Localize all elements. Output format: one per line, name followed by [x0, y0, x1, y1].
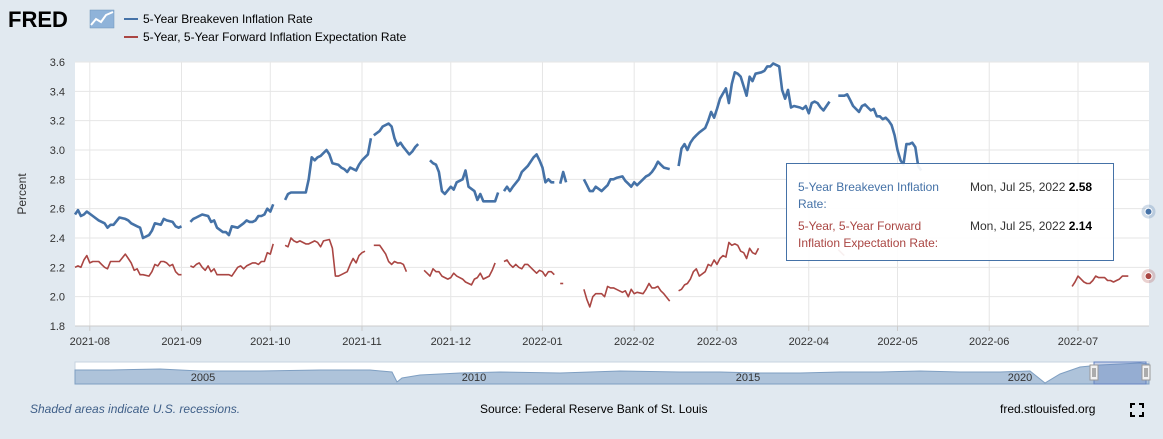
legend-label-breakeven: 5-Year Breakeven Inflation Rate: [143, 12, 313, 26]
series-line-segment: [838, 93, 923, 172]
tooltip-value: 2.14: [1068, 219, 1093, 233]
series-line-segment: [583, 282, 671, 308]
navigator-label-2005: 2005: [191, 372, 215, 384]
series-line-segment: [678, 241, 760, 292]
x-tick-label: 2022-04: [789, 336, 829, 348]
series-line-segment: [1071, 275, 1129, 287]
series-line-segment: [74, 253, 182, 277]
series-line-segment: [677, 62, 831, 167]
x-tick-label: 2022-02: [614, 336, 654, 348]
hover-marker: [1144, 207, 1153, 216]
hover-marker: [1144, 272, 1153, 281]
y-tick-label: 3.2: [50, 116, 65, 128]
series-line-segment: [502, 153, 555, 193]
tooltip-date-text: Mon, Jul 25, 2022: [970, 180, 1066, 194]
x-tick-label: 2022-07: [1058, 336, 1098, 348]
navigator-handle-right[interactable]: [1141, 364, 1151, 381]
range-navigator[interactable]: 2005 2010 2015 2020: [74, 361, 1151, 385]
navigator-label-2010: 2010: [462, 372, 486, 384]
fred-logo[interactable]: FRED: [8, 7, 115, 32]
y-tick-label: 2.4: [50, 233, 65, 245]
y-tick-label: 3.0: [50, 145, 65, 157]
site-link[interactable]: fred.stlouisfed.org: [1000, 402, 1096, 416]
tooltip-date: Mon, Jul 25, 2022 2.14: [970, 218, 1092, 235]
navigator-series-area: [74, 362, 1150, 385]
series-line-segment: [582, 160, 671, 193]
x-tick-label: 2022-06: [969, 336, 1009, 348]
fred-logo-text: FRED: [8, 7, 68, 32]
y-tick-label: 3.4: [50, 86, 65, 98]
series-line-segment: [373, 244, 408, 273]
x-tick-label: 2021-09: [161, 336, 201, 348]
series-line-segment: [373, 122, 420, 156]
series-line-segment: [423, 262, 496, 286]
series-forward[interactable]: [74, 237, 1129, 308]
y-tick-label: 2.2: [50, 262, 65, 274]
navigator-label-2015: 2015: [736, 372, 760, 384]
series-line-segment: [558, 170, 568, 185]
recession-note: Shaded areas indicate U.S. recessions.: [30, 402, 241, 416]
x-tick-label: 2022-05: [877, 336, 917, 348]
legend-item-forward[interactable]: 5-Year, 5-Year Forward Inflation Expecta…: [124, 30, 407, 44]
series-line-segment: [73, 208, 183, 240]
series-line-segment: [190, 243, 274, 277]
hover-tooltip: 5-Year Breakeven Inflation Rate: Mon, Ju…: [786, 163, 1114, 261]
y-axis-title: Percent: [15, 173, 29, 215]
tooltip-value: 2.58: [1068, 180, 1093, 194]
tooltip-series-name: 5-Year, 5-Year Forward Inflation Expecta…: [798, 219, 939, 250]
y-tick-label: 2.8: [50, 174, 65, 186]
x-tick-label: 2022-03: [697, 336, 737, 348]
tooltip-date-text: Mon, Jul 25, 2022: [970, 219, 1066, 233]
tooltip-date: Mon, Jul 25, 2022 2.58: [970, 179, 1092, 196]
y-tick-label: 3.6: [50, 57, 65, 69]
series-line-segment: [283, 138, 373, 201]
chart-line-icon: [89, 9, 115, 29]
legend: 5-Year Breakeven Inflation Rate 5-Year, …: [124, 12, 407, 44]
y-tick-label: 2.6: [50, 204, 65, 216]
legend-item-breakeven[interactable]: 5-Year Breakeven Inflation Rate: [124, 12, 313, 26]
navigator-selected-range[interactable]: [1093, 361, 1147, 385]
source-credit: Source: Federal Reserve Bank of St. Loui…: [480, 402, 708, 416]
y-tick-label: 2.0: [50, 292, 65, 304]
series-breakeven[interactable]: [73, 62, 923, 240]
series-line-segment: [503, 259, 555, 277]
series: [73, 62, 1156, 308]
series-line-segment: [429, 159, 500, 203]
x-tick-label: 2021-10: [250, 336, 290, 348]
x-axis: 2021-08 2021-09 2021-10 2021-11 2021-12 2022-…: [70, 326, 1098, 348]
series-line-segment: [189, 203, 275, 237]
legend-label-forward: 5-Year, 5-Year Forward Inflation Expecta…: [143, 30, 407, 44]
navigator-handle-left[interactable]: [1089, 364, 1099, 381]
x-tick-label: 2021-12: [431, 336, 471, 348]
series-line-segment: [284, 237, 366, 277]
x-tick-label: 2021-11: [342, 336, 382, 348]
y-axis: 1.8 2.0 2.2 2.4 2.6 2.8 3.0 3.2 3.4 3.6: [50, 57, 65, 333]
y-tick-label: 1.8: [50, 321, 65, 333]
x-tick-label: 2022-01: [522, 336, 562, 348]
tooltip-series-name: 5-Year Breakeven Inflation Rate:: [798, 180, 939, 211]
navigator-label-2020: 2020: [1008, 372, 1032, 384]
fullscreen-icon[interactable]: [1130, 403, 1144, 417]
x-tick-label: 2021-08: [70, 336, 110, 348]
